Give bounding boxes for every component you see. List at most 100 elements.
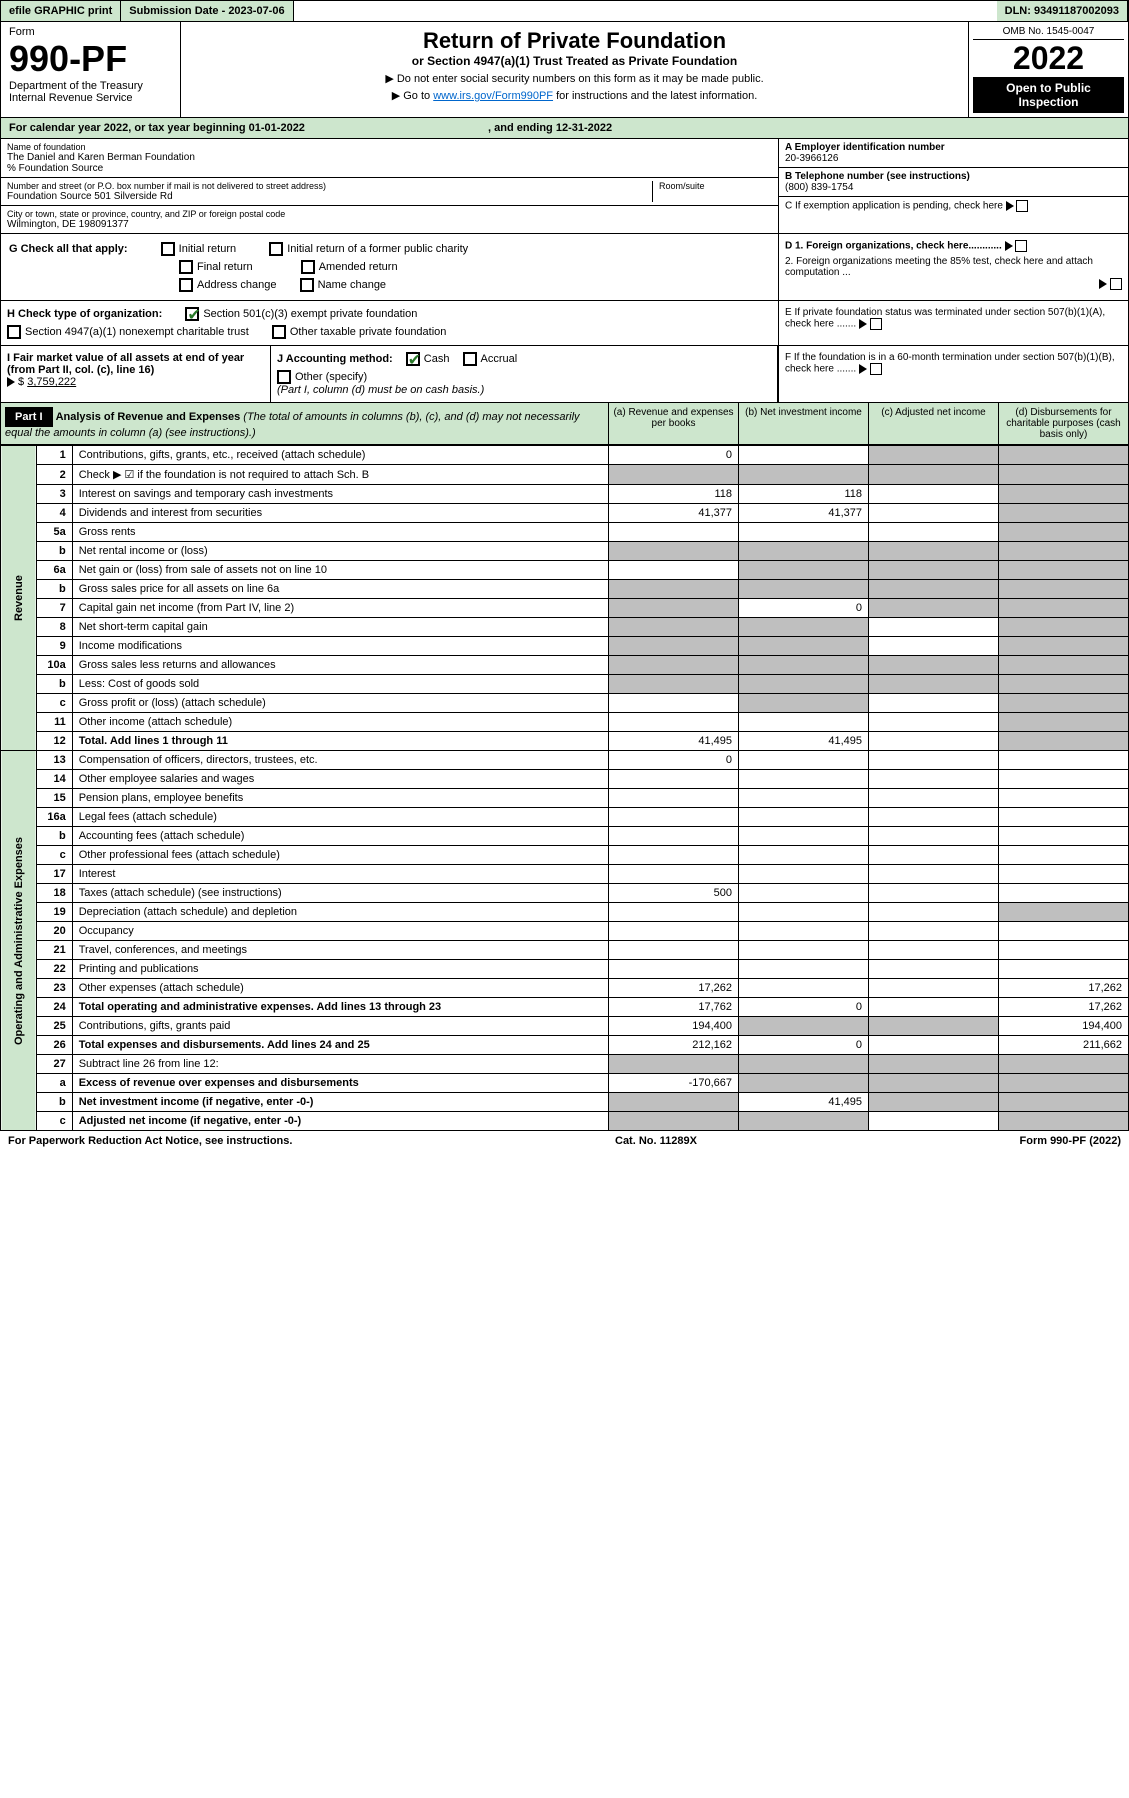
table-row: 10aGross sales less returns and allowanc… [1,656,1129,675]
col-b-header: (b) Net investment income [738,403,868,444]
checkbox-final-return[interactable] [179,260,193,274]
cell-c [869,884,999,903]
cell-c [869,789,999,808]
line-number: 19 [36,903,72,922]
checkbox-name-change[interactable] [300,278,314,292]
table-row: 11Other income (attach schedule) [1,713,1129,732]
cell-d: 17,262 [999,979,1129,998]
j-note: (Part I, column (d) must be on cash basi… [277,384,771,396]
cell-a [609,1093,739,1112]
cell-a: 212,162 [609,1036,739,1055]
cell-a [609,637,739,656]
item-f: F If the foundation is in a 60-month ter… [785,352,1122,375]
line-number: 11 [36,713,72,732]
cell-c [869,751,999,770]
table-row: 23Other expenses (attach schedule)17,262… [1,979,1129,998]
cell-b [739,1055,869,1074]
efile-label: efile GRAPHIC print [1,1,121,21]
table-row: 8Net short-term capital gain [1,618,1129,637]
tax-year: 2022 [973,40,1124,77]
checkbox-other-method[interactable] [277,370,291,384]
table-row: bAccounting fees (attach schedule) [1,827,1129,846]
cell-b [739,1074,869,1093]
line-number: b [36,1093,72,1112]
cell-a [609,542,739,561]
line-desc: Interest on savings and temporary cash i… [72,485,608,504]
table-row: 17Interest [1,865,1129,884]
line-number: 27 [36,1055,72,1074]
cell-d [999,485,1129,504]
line-desc: Interest [72,865,608,884]
checkbox-501c3[interactable] [185,307,199,321]
line-number: 13 [36,751,72,770]
header-center: Return of Private Foundation or Section … [181,22,968,117]
cell-d [999,770,1129,789]
cell-b [739,580,869,599]
form-link[interactable]: www.irs.gov/Form990PF [433,90,553,102]
checkbox-other-taxable[interactable] [272,325,286,339]
line-desc: Travel, conferences, and meetings [72,941,608,960]
opex-side-label: Operating and Administrative Expenses [1,751,37,1131]
checkbox-amended[interactable] [301,260,315,274]
cell-b [739,1112,869,1131]
cell-c [869,941,999,960]
cell-c [869,827,999,846]
line-desc: Income modifications [72,637,608,656]
cell-b: 0 [739,599,869,618]
cell-a [609,713,739,732]
cell-c [869,542,999,561]
form-subtitle: or Section 4947(a)(1) Trust Treated as P… [187,54,962,68]
checkbox-cash[interactable] [406,352,420,366]
line-number: 24 [36,998,72,1017]
cell-d [999,599,1129,618]
cat-no: Cat. No. 11289X [615,1135,697,1147]
cell-b: 0 [739,998,869,1017]
cell-a [609,922,739,941]
table-row: 15Pension plans, employee benefits [1,789,1129,808]
checkbox-initial-return[interactable] [161,242,175,256]
line-desc: Net investment income (if negative, ente… [72,1093,608,1112]
line-desc: Pension plans, employee benefits [72,789,608,808]
table-row: 14Other employee salaries and wages [1,770,1129,789]
cell-b [739,694,869,713]
dln-label: DLN: 93491187002093 [997,1,1128,21]
checkbox-c[interactable] [1016,200,1028,212]
line-number: c [36,846,72,865]
line-number: 5a [36,523,72,542]
table-row: 18Taxes (attach schedule) (see instructi… [1,884,1129,903]
cell-a: 194,400 [609,1017,739,1036]
line-number: c [36,694,72,713]
line-number: b [36,542,72,561]
checkbox-4947[interactable] [7,325,21,339]
line-desc: Gross rents [72,523,608,542]
cell-a [609,1112,739,1131]
checkbox-accrual[interactable] [463,352,477,366]
cell-c [869,1074,999,1093]
addr-label: Number and street (or P.O. box number if… [7,181,652,191]
ein-label: A Employer identification number [785,142,1122,153]
cell-d [999,941,1129,960]
cell-a [609,523,739,542]
form-ref: Form 990-PF (2022) [1020,1135,1122,1147]
cell-d [999,922,1129,941]
cell-b [739,846,869,865]
line-number: 21 [36,941,72,960]
checkbox-address-change[interactable] [179,278,193,292]
part1-header: Part I Analysis of Revenue and Expenses … [0,403,1129,445]
form-header: Form 990-PF Department of the Treasury I… [0,22,1129,118]
dept-label: Department of the Treasury [9,80,172,92]
item-d2: 2. Foreign organizations meeting the 85%… [785,256,1122,278]
cell-a [609,561,739,580]
form-label: Form [9,26,172,38]
cell-a [609,694,739,713]
line-desc: Legal fees (attach schedule) [72,808,608,827]
cell-c [869,656,999,675]
cell-d [999,618,1129,637]
city-state-zip: Wilmington, DE 198091377 [7,219,772,230]
cell-a [609,770,739,789]
cell-a [609,1055,739,1074]
cell-b [739,637,869,656]
table-row: 26Total expenses and disbursements. Add … [1,1036,1129,1055]
checkbox-initial-former[interactable] [269,242,283,256]
cell-c [869,865,999,884]
